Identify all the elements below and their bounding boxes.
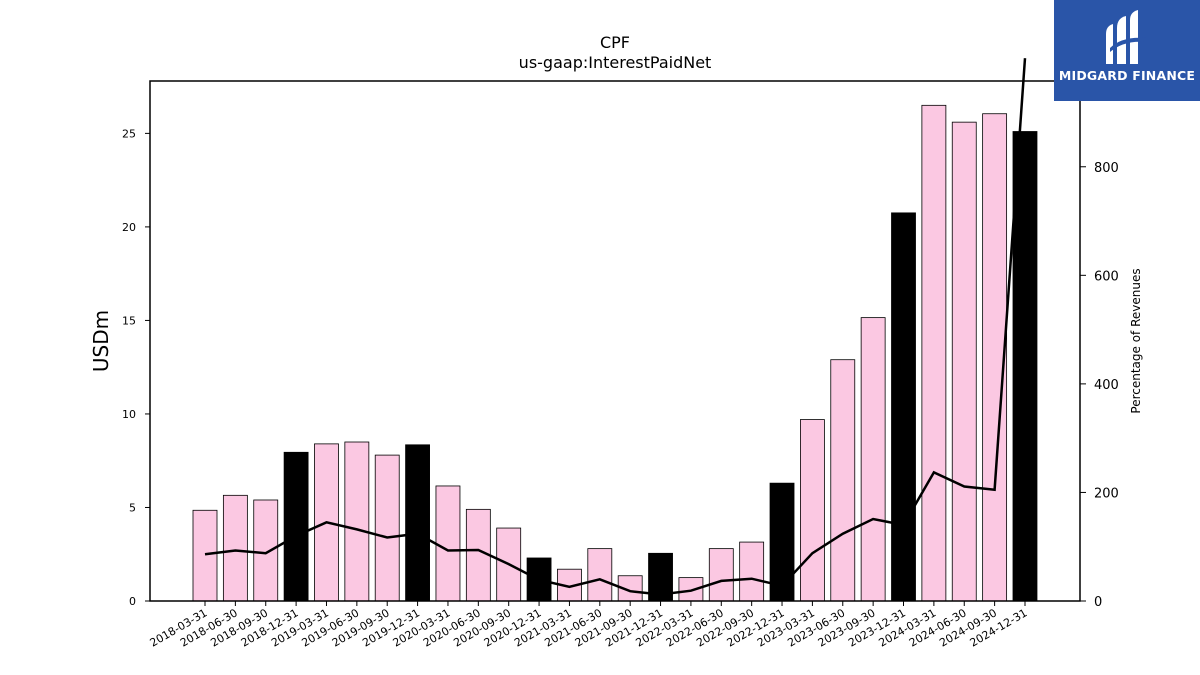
revenue-share-line [204, 58, 1027, 596]
y-axis-left: 0 5 10 15 20 25 [122, 127, 150, 608]
y-tick-label: 15 [122, 314, 136, 327]
brand-logo: MIDGARD FINANCE [1054, 0, 1200, 101]
x-axis: 2018-03-312018-06-302018-09-302018-12-31… [148, 601, 1029, 650]
plot-frame [149, 80, 1081, 602]
midgard-logo-icon [1106, 10, 1146, 64]
y2-axis-label: Percentage of Revenues [1129, 268, 1143, 413]
bar-2019-09-30 [374, 454, 400, 602]
bar-2023-09-30 [860, 317, 886, 602]
bar-2019-06-30 [344, 441, 370, 602]
y2-tick-label: 200 [1094, 486, 1119, 501]
revenue-share-series [204, 58, 1027, 596]
chart-title: CPF [600, 33, 630, 52]
bar-2022-06-30 [708, 548, 734, 602]
bar-2019-12-31 [405, 444, 430, 602]
bar-2023-03-31 [800, 419, 825, 602]
y2-tick-label: 800 [1094, 161, 1119, 176]
bar-2023-12-31 [891, 212, 916, 602]
bar-2024-03-31 [921, 104, 947, 602]
chart-subtitle: us-gaap:InterestPaidNet [519, 53, 712, 72]
bar-2023-06-30 [830, 359, 856, 602]
y2-tick-label: 0 [1094, 595, 1102, 610]
y-tick-label: 0 [129, 595, 136, 608]
bar-2018-09-30 [253, 499, 279, 602]
bar-2018-12-31 [283, 451, 309, 602]
y-tick-label: 20 [122, 221, 136, 234]
y-tick-label: 25 [122, 127, 136, 140]
y2-tick-label: 600 [1094, 269, 1119, 284]
bar-2022-12-31 [769, 482, 795, 602]
y-axis-right: 0 200 400 600 800 [1080, 161, 1119, 610]
y-axis-label: USDm [89, 310, 113, 372]
bar-2024-06-30 [951, 121, 977, 602]
y2-tick-label: 400 [1094, 378, 1119, 393]
bar-2024-09-30 [982, 113, 1008, 602]
bar-2018-03-31 [192, 509, 218, 602]
logo-text: MIDGARD FINANCE [1058, 68, 1196, 83]
bar-2020-06-30 [465, 508, 491, 602]
bar-2020-03-31 [435, 485, 461, 602]
bar-2022-09-30 [739, 541, 765, 602]
y-tick-label: 10 [122, 408, 136, 421]
bars [192, 104, 1038, 602]
y-tick-label: 5 [129, 501, 136, 514]
bar-2022-03-31 [678, 577, 704, 602]
bar-2018-06-30 [222, 494, 248, 602]
bar-2021-06-30 [587, 548, 613, 602]
bar-2024-12-31 [1012, 131, 1038, 602]
